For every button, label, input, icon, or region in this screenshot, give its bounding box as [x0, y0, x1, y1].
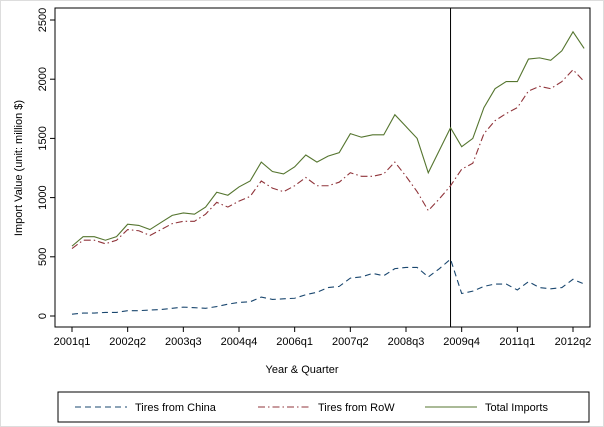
series-line	[71, 30, 585, 247]
x-tick-label: 2003q3	[165, 336, 202, 348]
x-tick-label: 2009q4	[443, 336, 480, 348]
x-tick-label: 2002q2	[109, 336, 146, 348]
x-tick-label: 2006q1	[276, 336, 313, 348]
y-tick-label: 2000	[37, 67, 49, 91]
legend-label: Tires from RoW	[318, 402, 395, 414]
y-tick-label: 500	[37, 248, 49, 266]
y-tick-label: 0	[37, 313, 49, 319]
plot-area	[54, 7, 591, 328]
legend-label: Tires from China	[135, 402, 217, 414]
x-tick-label: 2008q3	[388, 336, 425, 348]
x-axis-label: Year & Quarter	[266, 364, 339, 376]
series-line	[71, 258, 585, 315]
y-tick-label: 1000	[37, 185, 49, 209]
y-tick-label: 2500	[37, 8, 49, 32]
legend-label: Total Imports	[485, 402, 548, 414]
x-tick-label: 2011q1	[499, 336, 535, 348]
legend-box	[57, 391, 590, 423]
x-tick-label: 2007q2	[332, 336, 369, 348]
x-tick-label: 2004q4	[221, 336, 258, 348]
y-tick-label: 1500	[37, 126, 49, 150]
x-tick-label: 2001q1	[54, 336, 91, 348]
series-line	[71, 68, 585, 249]
x-tick-label: 2012q2	[555, 336, 592, 348]
y-axis-label: Import Value (unit: million $)	[13, 100, 25, 236]
